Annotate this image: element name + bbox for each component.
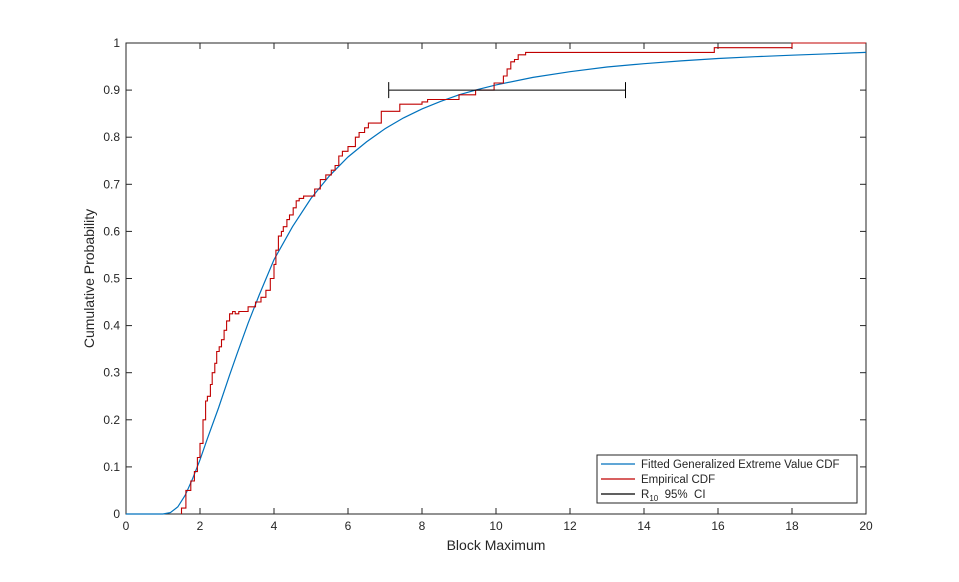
legend: Fitted Generalized Extreme Value CDF Empi… <box>596 454 858 504</box>
y-tick-label: 0.6 <box>103 224 120 238</box>
y-tick-label: 0.1 <box>103 460 120 474</box>
series-fitted-gev-cdf-line <box>126 51 867 515</box>
legend-entry-label: Empirical CDF <box>641 474 715 486</box>
legend-entry-label: Fitted Generalized Extreme Value CDF <box>641 459 840 471</box>
x-tick-label: 14 <box>637 519 651 533</box>
y-axis: 0 0.1 0.2 0.3 0.4 0.5 0.6 0.7 0.8 0.9 1 <box>103 36 866 521</box>
y-axis-label: Cumulative Probability <box>81 209 97 348</box>
x-tick-label: 16 <box>711 519 725 533</box>
x-axis-label: Block Maximum <box>447 537 546 553</box>
x-tick-label: 8 <box>419 519 426 533</box>
x-tick-label: 12 <box>563 519 577 533</box>
y-tick-label: 0.8 <box>103 130 120 144</box>
x-tick-label: 4 <box>271 519 278 533</box>
y-tick-label: 0.3 <box>103 366 120 380</box>
y-tick-label: 0.7 <box>103 177 120 191</box>
x-tick-label: 2 <box>197 519 204 533</box>
plot-frame <box>125 42 867 515</box>
plot-area <box>125 42 867 515</box>
legend-entry-label: R10 95% CI <box>641 489 706 503</box>
y-tick-label: 0.9 <box>103 83 120 97</box>
x-tick-label: 6 <box>345 519 352 533</box>
y-tick-label: 0.4 <box>103 319 120 333</box>
x-tick-label: 18 <box>785 519 799 533</box>
series-layer <box>126 42 867 515</box>
y-tick-label: 1 <box>113 36 120 50</box>
y-tick-label: 0.5 <box>103 272 120 286</box>
series-empirical-cdf-step <box>180 42 866 514</box>
y-tick-label: 0.2 <box>103 413 120 427</box>
y-tick-label: 0 <box>113 507 120 521</box>
x-tick-label: 20 <box>859 519 873 533</box>
x-tick-label: 10 <box>489 519 503 533</box>
legend-box <box>596 454 858 504</box>
x-tick-label: 0 <box>123 519 130 533</box>
x-axis: 0 2 4 6 8 10 12 14 16 18 20 <box>123 43 873 533</box>
